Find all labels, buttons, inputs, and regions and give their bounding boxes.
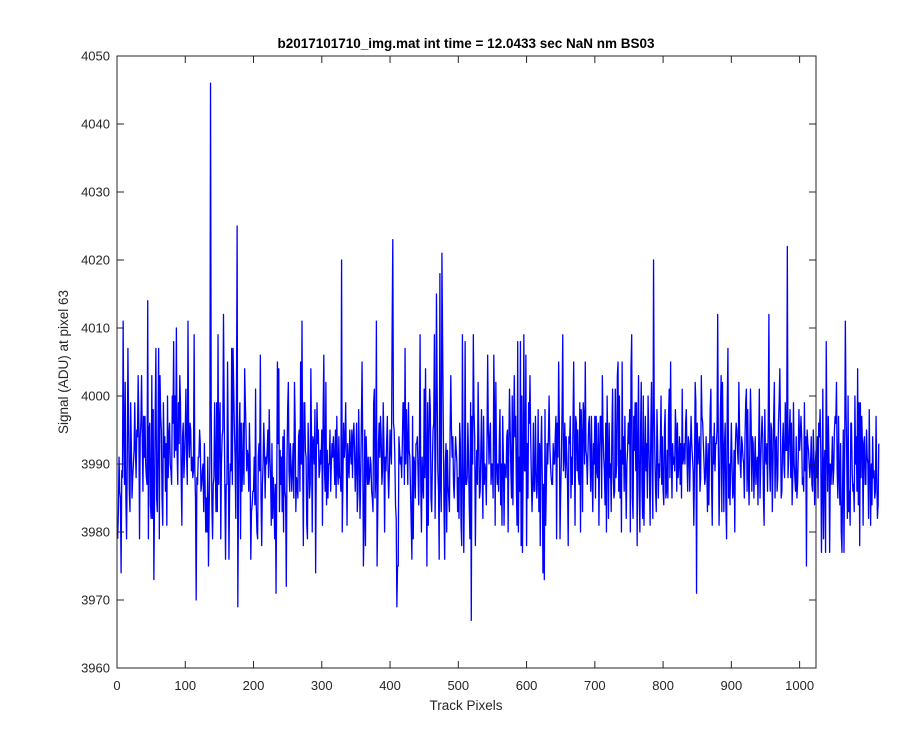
x-tick-label-300: 300 <box>311 678 333 693</box>
plot-area <box>117 56 816 668</box>
y-tick-label-4040: 4040 <box>81 117 110 132</box>
x-tick-label-0: 0 <box>113 678 120 693</box>
x-tick-label-100: 100 <box>174 678 196 693</box>
y-tick-label-4010: 4010 <box>81 321 110 336</box>
x-tick-label-800: 800 <box>652 678 674 693</box>
x-tick-label-200: 200 <box>243 678 265 693</box>
series-layer <box>117 82 880 622</box>
y-tick-label-3960: 3960 <box>81 661 110 676</box>
x-axis: 0 100 200 300 400 500 600 700 800 900 1000 <box>113 56 814 693</box>
x-tick-label-600: 600 <box>516 678 538 693</box>
x-tick-label-400: 400 <box>379 678 401 693</box>
x-tick-label-900: 900 <box>721 678 743 693</box>
y-tick-label-3970: 3970 <box>81 593 110 608</box>
y-axis-label: Signal (ADU) at pixel 63 <box>56 290 71 434</box>
y-tick-label-3990: 3990 <box>81 457 110 472</box>
chart-title: b2017101710_img.mat int time = 12.0433 s… <box>277 36 655 51</box>
x-tick-label-500: 500 <box>447 678 469 693</box>
y-tick-label-4030: 4030 <box>81 185 110 200</box>
y-tick-label-3980: 3980 <box>81 525 110 540</box>
y-tick-label-4000: 4000 <box>81 389 110 404</box>
x-tick-label-700: 700 <box>584 678 606 693</box>
y-tick-label-4020: 4020 <box>81 253 110 268</box>
x-tick-label-1000: 1000 <box>785 678 814 693</box>
series-line-1 <box>117 82 880 622</box>
y-axis: 3960 3970 3980 3990 4000 4010 4020 4030 4040 4050 <box>81 49 816 676</box>
x-axis-label: Track Pixels <box>429 698 502 713</box>
y-tick-label-4050: 4050 <box>81 49 110 64</box>
axes-box <box>116 55 817 669</box>
